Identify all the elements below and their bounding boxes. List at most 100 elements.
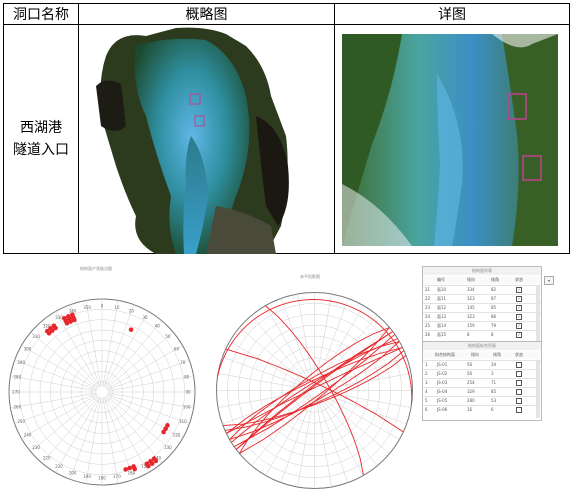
- net-grid-ray: [319, 392, 407, 425]
- net-tick-label: 230: [32, 445, 40, 450]
- net-grid-ray: [14, 359, 97, 391]
- header-detail: 详图: [438, 7, 466, 23]
- fit-cell-dip-dir: 56: [467, 371, 473, 376]
- net-grid-ray: [106, 345, 183, 390]
- projection-stereonet[interactable]: [212, 288, 417, 493]
- net-grid-ray: [102, 397, 119, 484]
- net-grid-ray: [217, 391, 309, 408]
- fit-cell-dip: 85: [491, 389, 497, 394]
- great-circle: [239, 327, 390, 454]
- great-circle: [226, 347, 403, 434]
- fit-row[interactable]: 6 JS-06 16 6: [423, 405, 541, 414]
- great-circle: [225, 348, 404, 433]
- structure-cell-dip: 8: [491, 332, 494, 337]
- overview-point-cloud-image: [96, 27, 289, 254]
- detail-point-cloud-image: [342, 34, 558, 246]
- fit-status-checkbox[interactable]: [516, 380, 522, 386]
- net-grid-ray: [316, 298, 349, 386]
- structure-row[interactable]: 24 面13 323 86 ✓: [423, 312, 541, 321]
- pole-point: [70, 312, 75, 318]
- fit-cell-id: JS-04: [437, 389, 448, 394]
- fit-cell-id: JS-02: [437, 371, 448, 376]
- fit-status-checkbox[interactable]: [516, 389, 522, 395]
- structure-status-checkbox[interactable]: ✓: [516, 332, 522, 338]
- structure-status-checkbox[interactable]: ✓: [516, 323, 522, 329]
- fit-row[interactable]: 4 JS-04 329 85: [423, 387, 541, 396]
- structure-row[interactable]: 21 面10 334 82 ✓: [423, 285, 541, 294]
- structure-row[interactable]: 22 面11 323 87 ✓: [423, 294, 541, 303]
- pole-point: [128, 327, 134, 332]
- net-grid-ray: [315, 293, 332, 385]
- structure-cell-idx: 24: [425, 314, 431, 319]
- great-circle: [265, 305, 364, 476]
- net-tick-label: 300: [24, 347, 32, 352]
- fit-row[interactable]: 5 JS-05 280 53: [423, 396, 541, 405]
- net-grid-ray: [69, 397, 101, 480]
- pole-point: [48, 326, 53, 331]
- fit-status-checkbox[interactable]: [516, 398, 522, 404]
- net-grid-ray: [30, 332, 98, 389]
- net-tick-label: 250: [17, 419, 25, 424]
- structure-status-checkbox[interactable]: ✓: [516, 305, 522, 311]
- fit-status-checkbox[interactable]: [516, 362, 522, 368]
- structure-row[interactable]: 25 面14 159 79 ✓: [423, 321, 541, 330]
- tunnel-name-line1: 西湖港: [20, 120, 62, 136]
- net-grid-ray: [106, 394, 183, 439]
- tunnel-entrance-table: 洞口名称 概略图 详图 西湖港 隧道入口: [3, 3, 570, 254]
- net-tick-label: 150: [141, 464, 149, 469]
- pole-point: [127, 465, 132, 471]
- net-grid-ray: [104, 311, 149, 388]
- fit-scrollbar[interactable]: [536, 360, 540, 418]
- structure-status-checkbox[interactable]: ✓: [516, 314, 522, 320]
- fit-cell-dip-dir: 56: [467, 362, 473, 367]
- fit-cell-id: JS-01: [437, 362, 448, 367]
- structure-row[interactable]: 23 面12 145 85 ✓: [423, 303, 541, 312]
- structure-cell-dip: 85: [491, 305, 497, 310]
- fit-row[interactable]: 1 JS-01 56 34: [423, 360, 541, 369]
- tunnel-name-cell: 西湖港 隧道入口: [4, 25, 78, 253]
- great-circle: [239, 327, 390, 454]
- structure-row[interactable]: 26 面15 8 8 ✓: [423, 330, 541, 339]
- fit-cell-dip: 53: [491, 398, 497, 403]
- structure-cell-dip-dir: 334: [467, 287, 475, 292]
- pole-point: [153, 458, 159, 464]
- great-circle: [235, 331, 394, 450]
- net-tick-label: 240: [24, 433, 32, 438]
- net-grid-ray: [105, 320, 162, 388]
- net-grid-ray: [102, 300, 119, 387]
- net-tick-label: 20: [129, 309, 135, 314]
- fit-cell-id: JS-03: [437, 380, 448, 385]
- net-tick-label: 320: [43, 324, 51, 329]
- net-tick-label: 290: [17, 360, 25, 365]
- structure-cell-id: 面12: [437, 305, 447, 310]
- fit-cell-id: JS-05: [437, 398, 448, 403]
- structure-cell-idx: 22: [425, 296, 431, 301]
- structure-cell-dip-dir: 323: [467, 296, 475, 301]
- pole-point: [132, 466, 138, 472]
- structure-status-checkbox[interactable]: ✓: [516, 296, 522, 302]
- structure-scrollbar[interactable]: [536, 285, 540, 345]
- col-dip: 倾角: [491, 277, 499, 282]
- collapse-button[interactable]: ▾: [544, 276, 554, 285]
- fit-status-checkbox[interactable]: [516, 407, 522, 413]
- net-tick-label: 200: [69, 470, 77, 475]
- net-grid-ray: [104, 396, 149, 473]
- fit-row[interactable]: 2 JS-02 56 3: [423, 369, 541, 378]
- net-grid-ray: [10, 375, 97, 392]
- net-grid-ray: [251, 315, 311, 387]
- net-tick-label: 330: [55, 315, 63, 320]
- table-divider: [334, 4, 335, 253]
- fit-cell-idx: 2: [425, 371, 428, 376]
- fit-status-checkbox[interactable]: [516, 371, 522, 377]
- net-grid-ray: [317, 395, 364, 476]
- fit-row[interactable]: 3 JS-03 254 71: [423, 378, 541, 387]
- net-grid-ray: [318, 394, 378, 466]
- structure-cell-idx: 21: [425, 287, 431, 292]
- structure-status-checkbox[interactable]: ✓: [516, 287, 522, 293]
- net-tick-label: 140: [153, 455, 161, 460]
- net-grid-ray: [21, 345, 98, 390]
- net-grid-ray: [229, 393, 310, 440]
- fit-cell-dip-dir: 254: [467, 380, 475, 385]
- fit-plane-panel: 结构面拟合列表 拟合结构面 倾向 倾角 状态 1 JS-01 56 34 2 JS-02 5…: [422, 341, 542, 421]
